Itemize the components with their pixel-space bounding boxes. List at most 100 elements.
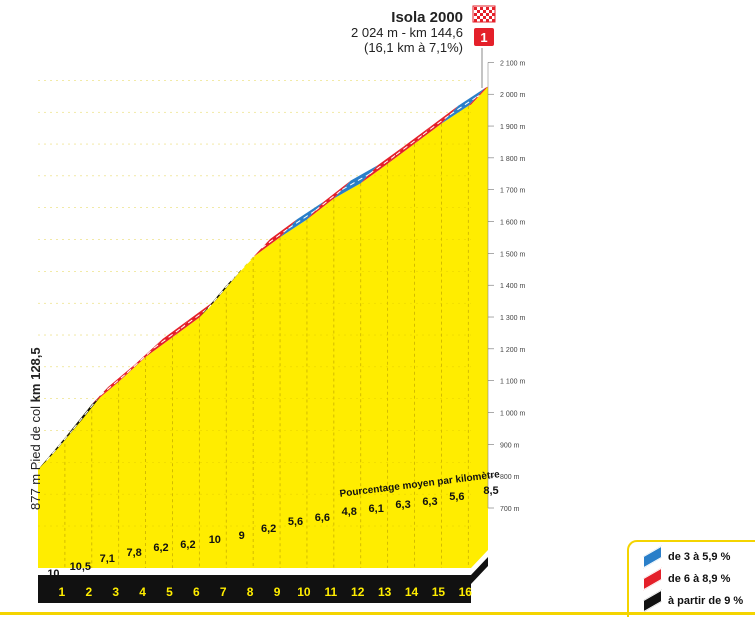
gradient-label: 6,2 — [153, 542, 168, 554]
start-prefix: 877 m Pied de col — [28, 402, 43, 510]
y-tick-label: 900 m — [500, 442, 520, 449]
flag-check — [480, 19, 483, 22]
road-centerline — [261, 227, 289, 249]
flag-check — [477, 10, 480, 13]
road-segment — [172, 299, 217, 338]
summit-altitude-km: 2 024 m - km 144,6 — [351, 25, 463, 40]
legend-item-red: de 6 à 8,9 % — [643, 567, 731, 591]
flag-check — [489, 10, 492, 13]
y-tick-label: 1 200 m — [500, 347, 525, 354]
km-label: 5 — [166, 585, 173, 599]
flag-check — [492, 13, 495, 16]
flag-check — [480, 13, 483, 16]
y-tick-label: 1 000 m — [500, 411, 525, 418]
flag-check — [492, 7, 495, 10]
legend-swatch-red — [643, 567, 662, 591]
flag-check — [483, 16, 486, 19]
road-centerline — [153, 327, 182, 349]
road-centerline — [422, 114, 451, 136]
y-tick-label: 2 000 m — [500, 92, 525, 99]
km-label: 10 — [297, 585, 311, 599]
flag-check — [477, 16, 480, 19]
road-centerline — [207, 276, 236, 309]
legend-item-blue: de 3 à 5,9 % — [643, 545, 731, 569]
road-centerline — [315, 189, 343, 211]
road-segment — [91, 363, 136, 405]
road-centerline — [368, 154, 397, 175]
y-tick-label: 700 m — [500, 506, 520, 513]
summit-length-gradient: (16,1 km à 7,1%) — [364, 40, 463, 55]
road-segment — [253, 219, 298, 258]
summit-info: Isola 2000 2 024 m - km 144,6 (16,1 km à… — [351, 10, 463, 55]
flag-check — [489, 16, 492, 19]
legend-swatch-blue — [643, 545, 662, 569]
flag-check — [486, 7, 489, 10]
flag-check — [486, 19, 489, 22]
y-tick-label: 1 600 m — [500, 220, 525, 227]
flag-check — [480, 7, 483, 10]
legend-swatch-black — [643, 589, 662, 613]
gradient-label: 7,1 — [100, 553, 115, 565]
road-segment — [387, 125, 432, 164]
y-tick-label: 1 900 m — [500, 124, 525, 131]
y-tick-label: 1 100 m — [500, 379, 525, 386]
gradient-label: 8,5 — [483, 485, 498, 497]
road-segment — [441, 87, 486, 124]
km-label: 6 — [193, 585, 200, 599]
y-tick-label: 800 m — [500, 474, 520, 481]
start-km: km 128,5 — [28, 347, 43, 403]
flag-check — [474, 13, 477, 16]
km-band — [38, 584, 471, 603]
gradient-label: 4,8 — [342, 506, 357, 518]
km-label: 11 — [324, 585, 337, 599]
gradient-legend: de 3 à 5,9 % de 6 à 8,9 % à partir de 9 … — [627, 540, 755, 617]
category-badge — [474, 28, 494, 46]
start-label: 877 m Pied de col km 128,5 — [28, 347, 43, 510]
road-segment — [145, 319, 190, 357]
gradient-label: 5,6 — [288, 516, 303, 528]
gradient-label: 10 — [47, 568, 59, 580]
km-label: 15 — [432, 585, 446, 599]
km-label: 13 — [378, 585, 392, 599]
legend-label-red: de 6 à 8,9 % — [668, 573, 731, 585]
gradient-label: 6,3 — [422, 496, 437, 508]
road-centerline — [476, 95, 480, 98]
flag-check — [474, 7, 477, 10]
profile-base — [38, 557, 488, 584]
road-segment — [280, 201, 324, 238]
gradient-label: 6,3 — [395, 499, 410, 511]
gradient-label: 5,6 — [449, 491, 464, 503]
km-label: 7 — [220, 585, 227, 599]
road-segment — [414, 105, 459, 144]
bottom-rule — [0, 612, 755, 615]
y-tick-label: 2 100 m — [500, 60, 525, 67]
y-tick-label: 1 700 m — [500, 188, 525, 195]
road-centerline — [126, 347, 155, 374]
gradient-label: 6,6 — [315, 512, 330, 524]
flag-check — [486, 13, 489, 16]
profile-fill — [38, 86, 488, 568]
gradient-label: 10 — [209, 534, 221, 546]
legend-label-black: à partir de 9 % — [668, 595, 744, 607]
km-label: 4 — [139, 585, 146, 599]
road-centerline — [73, 395, 101, 430]
summit-name: Isola 2000 — [391, 9, 463, 26]
km-label: 12 — [351, 585, 365, 599]
km-label: 2 — [85, 585, 92, 599]
road-centerline — [99, 372, 128, 396]
y-tick-label: 1 800 m — [500, 156, 525, 163]
y-tick-label: 1 300 m — [500, 315, 525, 322]
km-label: 3 — [112, 585, 119, 599]
gradient-label: 10,5 — [70, 561, 91, 573]
km-label: 1 — [59, 585, 66, 599]
flag-check — [474, 19, 477, 22]
road-centerline — [395, 134, 424, 156]
gradient-label: 6,2 — [180, 539, 195, 551]
legend-label-blue: de 3 à 5,9 % — [668, 551, 731, 563]
legend-item-black: à partir de 9 % — [643, 589, 744, 613]
km-label: 8 — [247, 585, 254, 599]
road-centerline — [234, 247, 263, 278]
road-segment — [360, 145, 405, 184]
y-tick-label: 1 500 m — [500, 251, 525, 258]
